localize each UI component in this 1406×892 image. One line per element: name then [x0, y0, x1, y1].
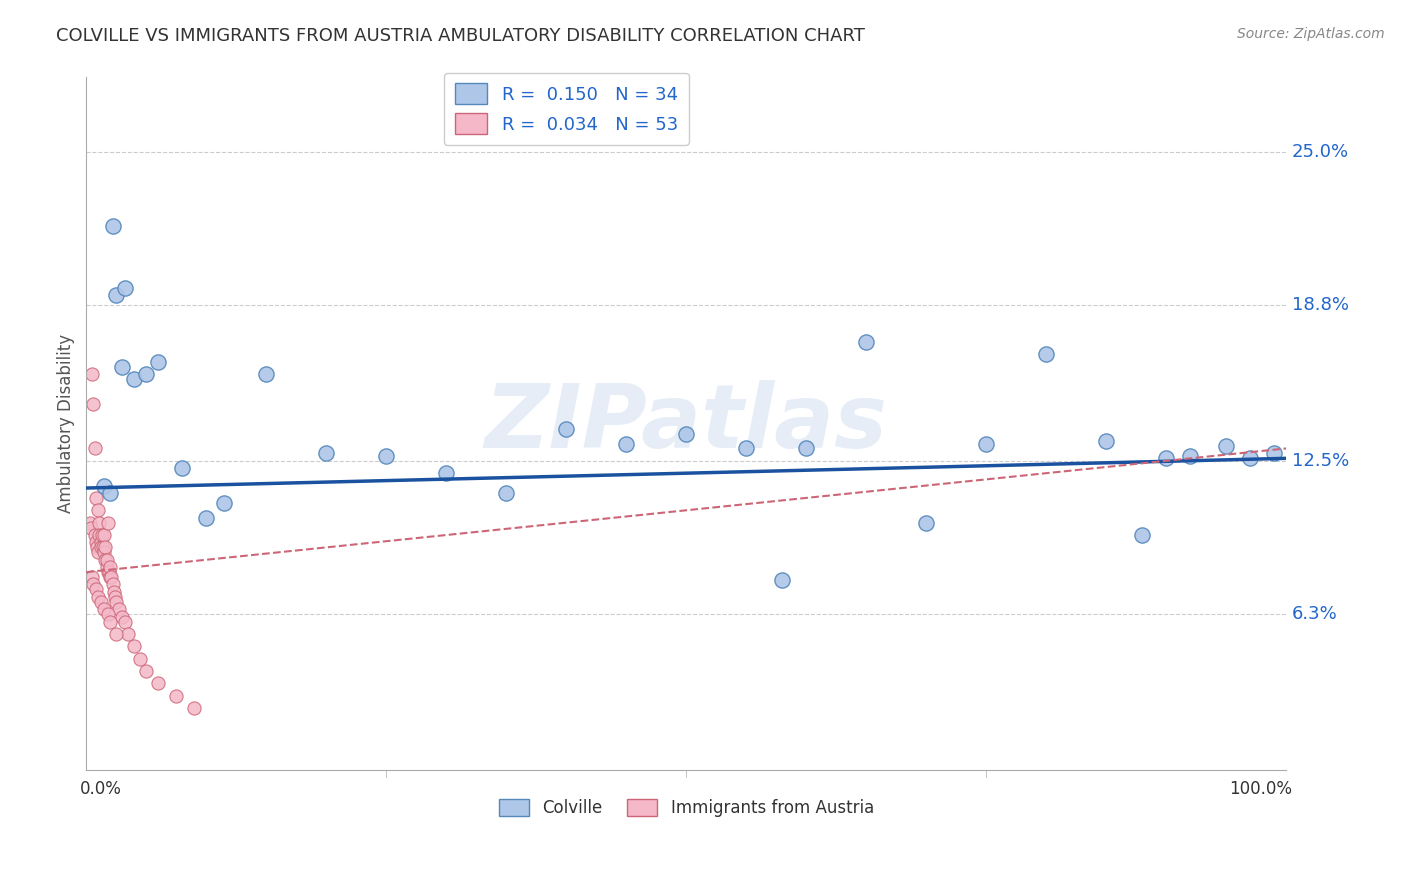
Point	[103, 585, 125, 599]
Point	[1239, 451, 1261, 466]
Point	[98, 570, 121, 584]
Point	[434, 466, 457, 480]
Point	[495, 486, 517, 500]
Point	[86, 541, 108, 555]
Point	[84, 491, 107, 505]
Point	[84, 582, 107, 597]
Point	[172, 461, 194, 475]
Y-axis label: Ambulatory Disability: Ambulatory Disability	[58, 334, 75, 513]
Point	[111, 359, 134, 374]
Point	[82, 397, 104, 411]
Point	[254, 368, 277, 382]
Point	[855, 335, 877, 350]
Point	[1154, 451, 1177, 466]
Text: 12.5%: 12.5%	[1292, 452, 1350, 470]
Point	[114, 615, 136, 629]
Point	[90, 595, 112, 609]
Point	[83, 528, 105, 542]
Point	[165, 689, 187, 703]
Point	[94, 541, 117, 555]
Point	[915, 516, 938, 530]
Point	[148, 676, 170, 690]
Point	[93, 478, 115, 492]
Text: Source: ZipAtlas.com: Source: ZipAtlas.com	[1237, 27, 1385, 41]
Point	[675, 426, 697, 441]
Text: 0.0%: 0.0%	[80, 780, 122, 798]
Point	[1095, 434, 1118, 448]
Point	[135, 368, 157, 382]
Point	[93, 528, 115, 542]
Point	[105, 595, 128, 609]
Point	[117, 627, 139, 641]
Point	[89, 516, 111, 530]
Point	[1035, 347, 1057, 361]
Text: ZIPatlas: ZIPatlas	[485, 380, 887, 467]
Point	[98, 565, 121, 579]
Point	[97, 607, 120, 622]
Point	[129, 651, 152, 665]
Point	[82, 368, 104, 382]
Point	[79, 516, 101, 530]
Point	[101, 219, 124, 233]
Point	[1263, 446, 1285, 460]
Point	[124, 372, 146, 386]
Point	[735, 442, 758, 456]
Point	[974, 436, 997, 450]
Point	[96, 560, 118, 574]
Point	[214, 496, 236, 510]
Point	[91, 541, 114, 555]
Point	[555, 422, 578, 436]
Point	[80, 520, 103, 534]
Point	[770, 573, 793, 587]
Point	[100, 570, 122, 584]
Point	[98, 615, 121, 629]
Point	[1130, 528, 1153, 542]
Point	[107, 602, 129, 616]
Point	[111, 609, 134, 624]
Text: COLVILLE VS IMMIGRANTS FROM AUSTRIA AMBULATORY DISABILITY CORRELATION CHART: COLVILLE VS IMMIGRANTS FROM AUSTRIA AMBU…	[56, 27, 865, 45]
Point	[82, 570, 104, 584]
Point	[87, 545, 110, 559]
Point	[315, 446, 337, 460]
Point	[90, 541, 112, 555]
Point	[105, 288, 128, 302]
Point	[89, 528, 111, 542]
Point	[794, 442, 817, 456]
Point	[97, 516, 120, 530]
Point	[82, 577, 104, 591]
Point	[614, 436, 637, 450]
Point	[87, 503, 110, 517]
Point	[135, 664, 157, 678]
Point	[114, 281, 136, 295]
Point	[97, 565, 120, 579]
Point	[101, 577, 124, 591]
Point	[1178, 449, 1201, 463]
Point	[93, 545, 115, 559]
Legend: Colville, Immigrants from Austria: Colville, Immigrants from Austria	[492, 792, 880, 824]
Point	[96, 553, 118, 567]
Point	[105, 627, 128, 641]
Point	[94, 553, 117, 567]
Point	[93, 602, 115, 616]
Text: 6.3%: 6.3%	[1292, 605, 1339, 624]
Text: 100.0%: 100.0%	[1229, 780, 1292, 798]
Point	[375, 449, 398, 463]
Text: 18.8%: 18.8%	[1292, 296, 1350, 314]
Point	[87, 590, 110, 604]
Point	[90, 528, 112, 542]
Point	[195, 510, 218, 524]
Point	[98, 486, 121, 500]
Text: 25.0%: 25.0%	[1292, 143, 1350, 161]
Point	[83, 442, 105, 456]
Point	[124, 640, 146, 654]
Point	[90, 535, 112, 549]
Point	[148, 355, 170, 369]
Point	[98, 560, 121, 574]
Point	[104, 590, 127, 604]
Point	[183, 701, 205, 715]
Point	[84, 535, 107, 549]
Point	[1215, 439, 1237, 453]
